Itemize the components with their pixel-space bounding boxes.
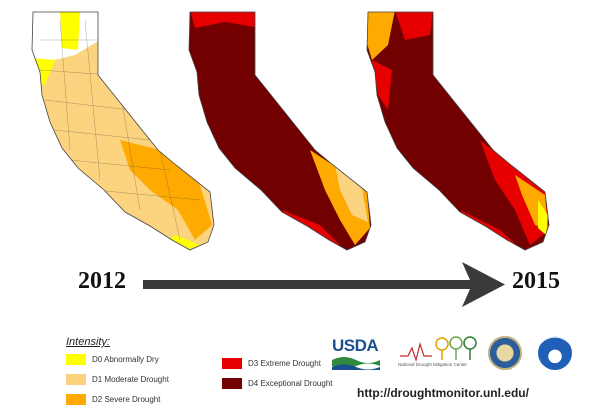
year-end-label: 2015: [512, 268, 560, 294]
legend-label-d4: D4 Exceptional Drought: [248, 379, 333, 388]
agency-logos: USDA National Drought Mitigation Center: [330, 334, 590, 380]
legend-swatch-d1: [66, 374, 86, 385]
legend-swatch-d3: [222, 358, 242, 369]
legend-item-d0: D0 Abnormally Dry: [66, 354, 159, 365]
legend-swatch-d2: [66, 394, 86, 405]
legend-item-d3: D3 Extreme Drought: [222, 358, 321, 369]
ndmc-trees-icon: [400, 336, 477, 363]
year-start-label: 2012: [78, 268, 126, 294]
usda-logo: USDA: [330, 334, 382, 374]
legend-item-d4: D4 Exceptional Drought: [222, 378, 333, 389]
legend-label-d3: D3 Extreme Drought: [248, 359, 321, 368]
legend-label-d0: D0 Abnormally Dry: [92, 355, 159, 364]
legend-label-d2: D2 Severe Drought: [92, 395, 161, 404]
ndmc-logo-text: National Drought Mitigation Center: [398, 362, 468, 367]
noaa-seal-icon: [538, 336, 572, 370]
legend-label-d1: D1 Moderate Drought: [92, 375, 169, 384]
legend-item-d2: D2 Severe Drought: [66, 394, 160, 405]
usda-logo-text: USDA: [332, 336, 379, 355]
commerce-seal-icon: [488, 336, 522, 370]
legend-swatch-d0: [66, 354, 86, 365]
source-url: http://droughtmonitor.unl.edu/: [357, 386, 529, 400]
legend-title: Intensity:: [66, 336, 111, 348]
legend: Intensity: D0 Abnormally Dry D1 Moderate…: [62, 332, 352, 406]
ndmc-logo: National Drought Mitigation Center: [398, 334, 488, 374]
drought-maps: [31, 11, 550, 251]
legend-item-d1: D1 Moderate Drought: [66, 374, 169, 385]
legend-swatch-d4: [222, 378, 242, 389]
